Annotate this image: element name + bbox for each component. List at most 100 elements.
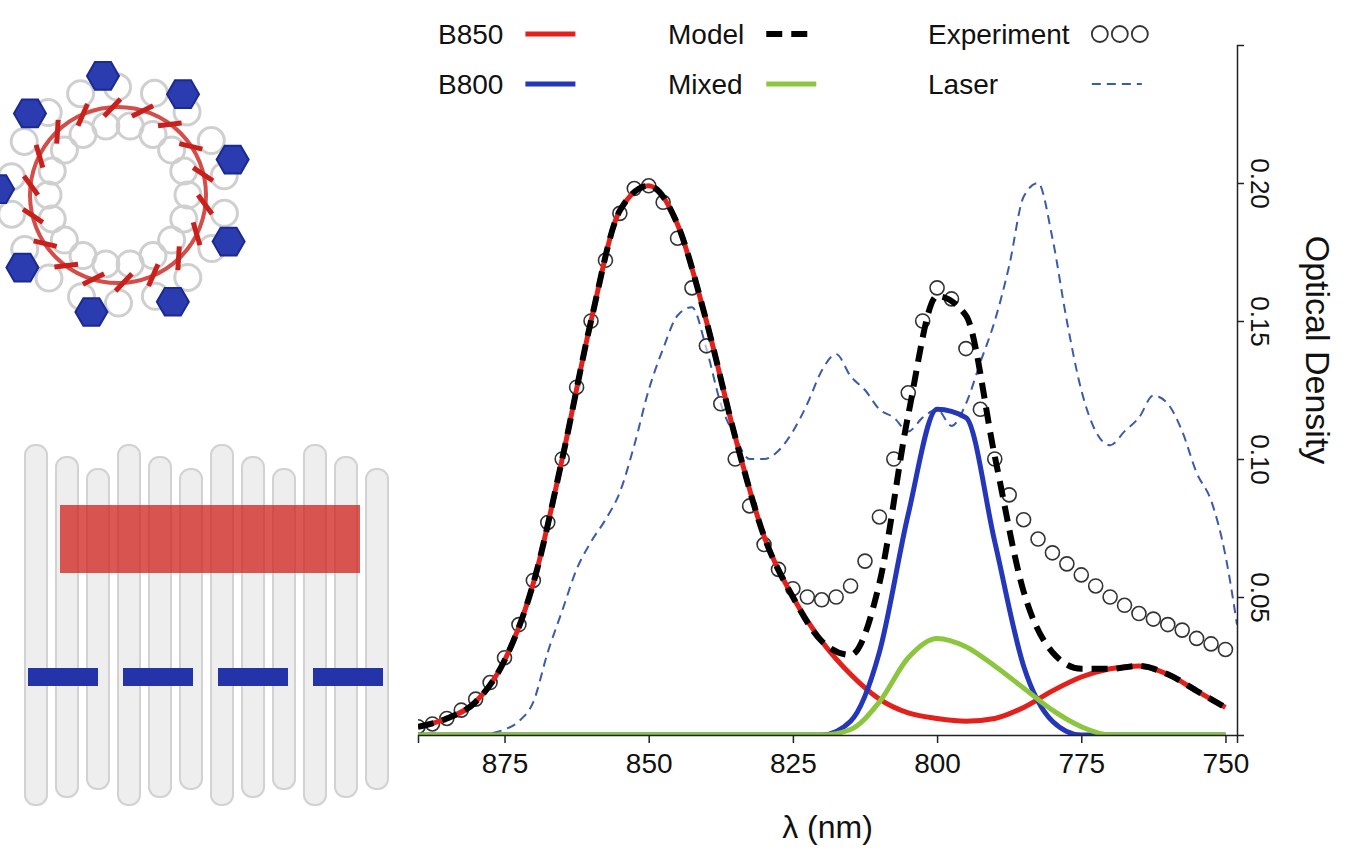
helix	[211, 200, 237, 226]
data-point	[1118, 598, 1132, 612]
helix	[35, 182, 61, 208]
x-tick: 825	[770, 735, 817, 779]
x-axis-line	[419, 736, 1238, 744]
legend-label: Experiment	[928, 19, 1070, 50]
y-tick: 0.20	[1237, 158, 1275, 209]
x-tick: 800	[914, 735, 961, 779]
data-point	[1074, 568, 1088, 582]
y-tick-label: 0.20	[1245, 158, 1275, 209]
data-point	[1089, 579, 1103, 593]
x-tick-mark	[1081, 735, 1083, 743]
data-point	[1161, 618, 1175, 632]
series-line	[418, 638, 1225, 735]
x-tick: 850	[626, 735, 673, 779]
b800-band	[123, 668, 193, 686]
x-tick-label: 775	[1058, 748, 1105, 779]
b800-band	[28, 668, 98, 686]
data-point	[1175, 623, 1189, 637]
legend-entry: Laser	[928, 69, 1142, 100]
legend-swatch	[766, 82, 816, 87]
helix	[68, 81, 94, 107]
data-point	[1017, 513, 1031, 527]
data-point	[872, 510, 886, 524]
b850-band	[60, 505, 360, 573]
helix	[11, 128, 37, 154]
series-line	[418, 183, 1237, 735]
x-axis-title: λ (nm)	[782, 809, 873, 845]
y-tick: 0.10	[1237, 434, 1275, 485]
legend-entry: B850	[438, 19, 575, 50]
legend: B850 B800 Model Mixed Experiment Laser	[438, 19, 1148, 100]
bchl-b800	[87, 62, 119, 90]
y-tick: 0.15	[1237, 296, 1275, 347]
x-tick-mark	[937, 735, 939, 743]
top-view	[0, 62, 249, 326]
helix	[118, 445, 140, 805]
x-tick-mark	[1225, 735, 1227, 743]
x-tick: 875	[482, 735, 529, 779]
data-point	[829, 590, 843, 604]
data-point	[959, 342, 973, 356]
x-tick-label: 875	[482, 748, 529, 779]
figure: 875 850 825 800 775 750 λ (nm) 0.05 0.10 0.15 0.20…	[0, 0, 1351, 857]
legend-label: B800	[438, 69, 503, 100]
helix	[175, 182, 201, 208]
helix	[141, 80, 167, 106]
data-point	[1132, 607, 1146, 621]
helix	[0, 201, 25, 227]
series-line	[418, 186, 1225, 727]
legend-swatch	[1092, 83, 1142, 85]
data-point	[1204, 637, 1218, 651]
x-axis: 875 850 825 800 775 750	[419, 735, 1250, 779]
data-point	[800, 590, 814, 604]
series-line	[418, 186, 1225, 727]
structure-illustration	[0, 62, 388, 805]
bchl-b800	[167, 80, 199, 108]
legend-entry: Mixed	[668, 69, 816, 100]
x-tick-mark	[793, 735, 795, 743]
y-tick-mark	[1237, 321, 1244, 323]
legend-swatch	[766, 31, 816, 37]
data-point	[1045, 546, 1059, 560]
y-tick-label: 0.10	[1245, 434, 1275, 485]
y-axis-title: Optical Density	[1299, 236, 1337, 465]
bchl-b800	[0, 175, 14, 203]
y-tick-mark	[1237, 183, 1244, 185]
x-tick: 750	[1203, 735, 1250, 779]
helix	[105, 290, 131, 316]
helix	[366, 469, 388, 789]
data-point	[1060, 557, 1074, 571]
bchl-b800	[75, 298, 107, 326]
data-point	[815, 593, 829, 607]
x-tick-mark	[648, 735, 650, 743]
y-axis: 0.05 0.10 0.15 0.20	[1237, 46, 1275, 736]
data-point	[858, 554, 872, 568]
legend-entry: Model	[668, 19, 816, 50]
legend-entry: B800	[438, 69, 575, 100]
data-point	[1146, 612, 1160, 626]
helix	[211, 445, 233, 805]
x-tick: 775	[1058, 735, 1105, 779]
y-tick: 0.05	[1237, 572, 1275, 623]
x-tick-label: 800	[914, 748, 961, 779]
y-tick-mark	[1237, 597, 1244, 599]
b850-ring	[30, 107, 206, 283]
data-point	[1190, 631, 1204, 645]
helix	[25, 445, 47, 805]
plot-marks	[418, 179, 1237, 735]
x-tick-label: 750	[1203, 748, 1250, 779]
bchl-b800	[157, 288, 189, 316]
legend-label: Laser	[928, 69, 998, 100]
data-point	[1103, 590, 1117, 604]
bchl-b800	[6, 254, 38, 282]
y-tick-label: 0.05	[1245, 572, 1275, 623]
legend-label: Model	[668, 19, 744, 50]
helix	[39, 206, 65, 232]
side-view	[25, 445, 388, 805]
b800-band	[313, 668, 383, 686]
legend-swatch	[1112, 26, 1128, 42]
x-tick-mark	[504, 735, 506, 743]
y-tick-mark	[1237, 459, 1244, 461]
data-point	[844, 579, 858, 593]
legend-label: Mixed	[668, 69, 743, 100]
